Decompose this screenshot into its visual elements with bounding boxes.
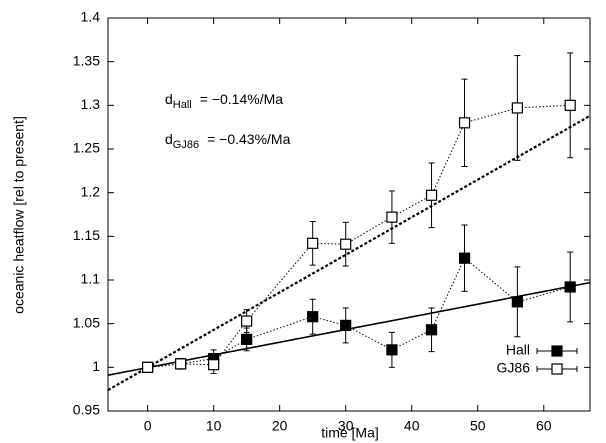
series-line [147,257,571,368]
y-tick-label: 1 [92,358,100,374]
data-point [241,315,253,327]
x-tick-label: 40 [404,418,420,434]
legend-label: Hall [506,342,530,358]
legend-marker [551,363,563,375]
data-point [175,358,187,370]
data-point [307,237,319,249]
legend-marker [551,345,563,357]
annotation: dHall = −0.14%/Ma [165,91,283,111]
y-tick-label: 1.4 [81,9,101,25]
x-tick-label: 0 [144,418,152,434]
y-tick-label: 1.05 [73,314,100,330]
data-point [386,211,398,223]
data-point [340,319,352,332]
annotation-symbol: d [165,131,173,147]
annotation-text: = −0.43%/Ma [207,131,290,147]
y-tick-label: 1.35 [73,52,100,68]
data-point [241,333,253,345]
data-point [307,311,319,323]
y-tick-label: 1.15 [73,227,100,243]
x-tick-label: 50 [470,418,486,434]
data-point [511,296,523,308]
data-point [425,324,438,336]
legend-label: GJ86 [497,360,531,376]
y-tick-label: 0.95 [73,402,100,418]
data-point [425,189,438,201]
trend-line [107,114,591,391]
data-point [208,359,220,371]
data-point [458,117,471,129]
annotation-subscript: GJ86 [173,139,199,151]
x-tick-label: 30 [338,418,354,434]
annotation-symbol: d [165,91,173,107]
plot-frame [107,17,591,412]
x-tick-label: 60 [536,418,552,434]
y-tick-label: 1.25 [73,140,100,156]
x-tick-label: 20 [272,418,288,434]
data-point [564,281,576,293]
annotation-subscript: Hall [173,99,192,111]
data-point [511,102,523,114]
data-point [564,99,576,111]
data-point [458,252,471,264]
x-axis-label: time [Ma] [321,425,379,441]
annotation: dGJ86 = −0.43%/Ma [165,131,291,151]
y-axis-label: oceanic heatflow [rel to present] [11,116,27,314]
x-tick-label: 10 [206,418,222,434]
y-tick-label: 1.3 [81,96,101,112]
annotation-text: = −0.14%/Ma [200,91,283,107]
y-tick-label: 1.2 [81,183,101,199]
y-tick-label: 1.1 [81,271,101,287]
data-point [142,361,154,373]
data-point [340,238,352,250]
data-point [386,344,398,356]
